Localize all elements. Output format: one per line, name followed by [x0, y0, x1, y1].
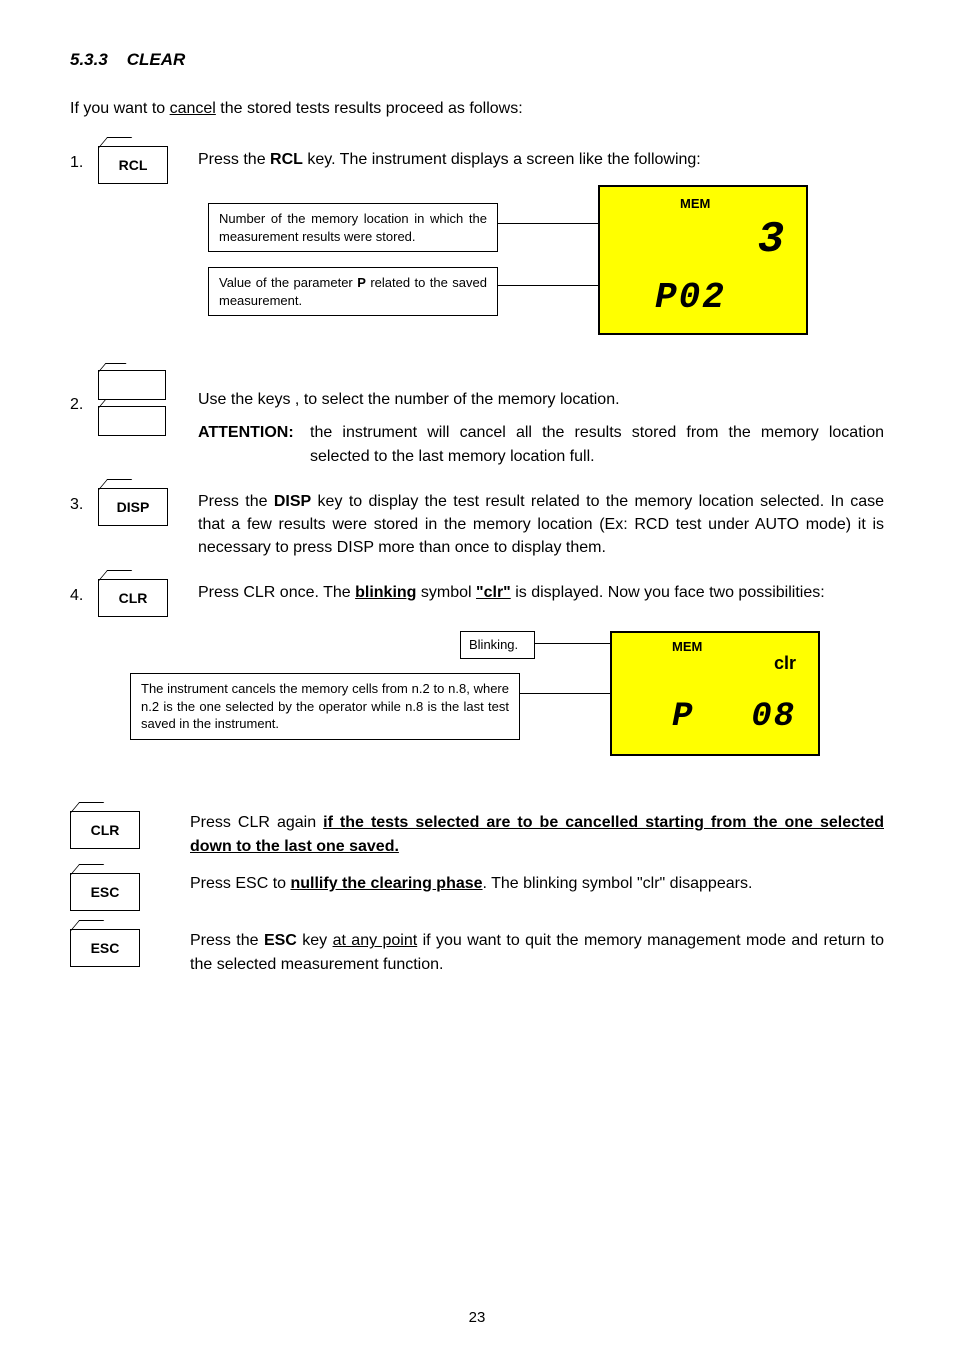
- clr-indicator: clr: [774, 653, 796, 674]
- display-top-value: 3: [758, 209, 786, 273]
- esc-key: ESC: [70, 929, 140, 967]
- section-number: 5.3.3: [70, 50, 108, 69]
- step-3-text: Press the DISP key to display the test r…: [198, 488, 884, 560]
- attention-text: the instrument will cancel all the resul…: [310, 421, 884, 467]
- step-2-text: Use the keys , to select the number of t…: [198, 370, 884, 468]
- step-2: 2. Use the keys , to select the number o…: [70, 370, 884, 468]
- info-box-parameter: Value of the parameter P related to the …: [208, 267, 498, 316]
- up-key: [98, 370, 166, 400]
- clr-key: CLR: [70, 811, 140, 849]
- step-1: 1. RCL Press the RCL key. The instrument…: [70, 146, 884, 350]
- section-title-text: CLEAR: [127, 50, 186, 69]
- step-number: 4.: [70, 579, 88, 605]
- down-key: [98, 406, 166, 436]
- step-1-diagram: Number of the memory location in which t…: [198, 185, 884, 350]
- mem-label: MEM: [680, 195, 710, 214]
- page-number: 23: [0, 1309, 954, 1326]
- mem-label: MEM: [672, 639, 702, 654]
- step-1-text: Press the RCL key. The instrument displa…: [198, 146, 884, 350]
- clr-again-text: Press CLR again if the tests selected ar…: [190, 811, 884, 857]
- info-box-cancel-range: The instrument cancels the memory cells …: [130, 673, 520, 740]
- esc-quit-text: Press the ESC key at any point if you wa…: [190, 929, 884, 975]
- intro-paragraph: If you want to cancel the stored tests r…: [70, 100, 884, 118]
- step-number: 2.: [70, 370, 88, 414]
- esc-quit-row: ESC Press the ESC key at any point if yo…: [70, 929, 884, 975]
- attention-label: ATTENTION:: [198, 421, 310, 467]
- esc-key: ESC: [70, 873, 140, 911]
- blinking-label-box: Blinking.: [460, 631, 535, 659]
- display-num-value: 08: [751, 698, 796, 736]
- step-number: 1.: [70, 146, 88, 172]
- clr-again-row: CLR ESC Press CLR again if the tests sel…: [70, 811, 884, 911]
- step-4-diagram: Blinking. The instrument cancels the mem…: [130, 631, 884, 781]
- esc-nullify-text: Press ESC to nullify the clearing phase.…: [190, 872, 884, 895]
- clr-key: CLR: [98, 579, 168, 617]
- lcd-display-1: MEM 3 P02: [598, 185, 808, 335]
- step-number: 3.: [70, 488, 88, 514]
- display-bottom-value: P02: [655, 272, 726, 324]
- display-p-value: P: [672, 698, 694, 736]
- step-4: 4. CLR Press CLR once. The blinking symb…: [70, 579, 884, 617]
- step-4-text: Press CLR once. The blinking symbol "clr…: [198, 579, 884, 604]
- lcd-display-2: MEM clr P 08: [610, 631, 820, 756]
- rcl-key: RCL: [98, 146, 168, 184]
- info-box-memory-location: Number of the memory location in which t…: [208, 203, 498, 252]
- section-heading: 5.3.3 CLEAR: [70, 50, 884, 70]
- disp-key: DISP: [98, 488, 168, 526]
- step-3: 3. DISP Press the DISP key to display th…: [70, 488, 884, 560]
